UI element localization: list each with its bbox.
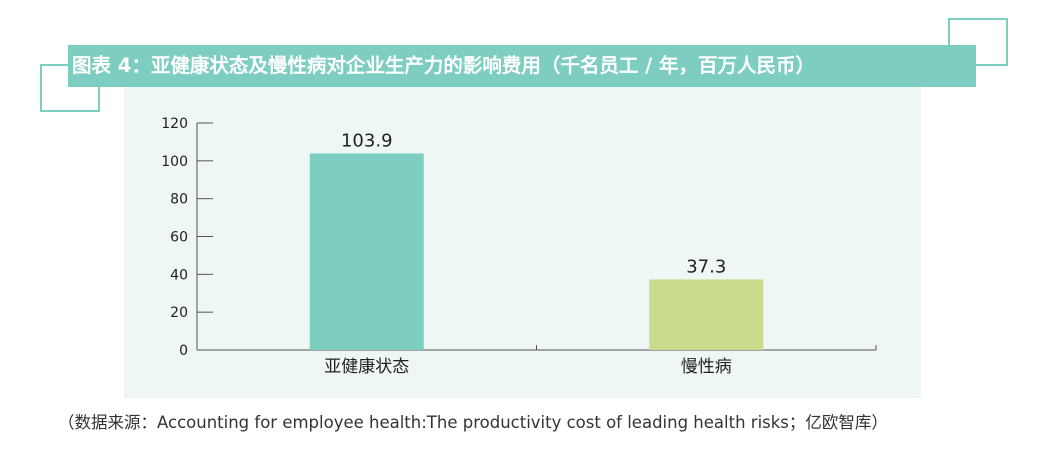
y-tick-label: 0 xyxy=(179,343,188,359)
chart-title: 图表 4：亚健康状态及慢性病对企业生产力的影响费用（千名员工 / 年，百万人民币… xyxy=(68,45,976,87)
bar-1 xyxy=(309,153,424,350)
source-note: （数据来源：Accounting for employee health:The… xyxy=(58,413,888,432)
bar-2 xyxy=(649,279,764,350)
x-tick-label: 慢性病 xyxy=(681,356,732,377)
data-label: 103.9 xyxy=(341,130,393,151)
decorative-frame-corner-top-right xyxy=(948,18,1008,66)
y-tick-label: 60 xyxy=(170,230,188,246)
y-tick-label: 80 xyxy=(170,192,188,208)
y-tick-label: 20 xyxy=(170,305,188,321)
y-tick-label: 100 xyxy=(161,154,188,170)
plot-background xyxy=(124,87,921,398)
data-label: 37.3 xyxy=(686,256,726,277)
y-tick-label: 120 xyxy=(161,116,188,132)
y-tick-label: 40 xyxy=(170,267,188,283)
x-tick-label: 亚健康状态 xyxy=(324,357,409,377)
